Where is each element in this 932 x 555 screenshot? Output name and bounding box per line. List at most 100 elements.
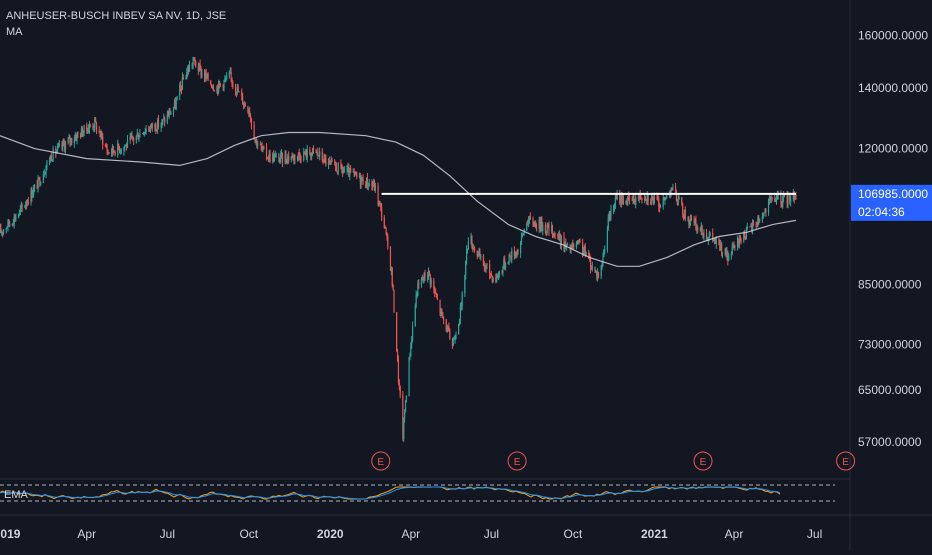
candle-body — [303, 152, 306, 155]
candle-body — [641, 198, 643, 200]
candle-body — [510, 256, 512, 260]
candle-body — [420, 278, 423, 285]
candle-body — [52, 148, 54, 161]
candle-body — [746, 226, 748, 229]
candle-body — [429, 275, 431, 284]
candle-body — [734, 246, 736, 248]
candle-body — [417, 282, 419, 295]
candle-body — [316, 151, 318, 153]
candle-body — [197, 66, 199, 71]
candle-body — [231, 77, 233, 84]
candle-body — [366, 177, 369, 187]
time-tick-label: Jul — [807, 527, 822, 541]
candle-body — [120, 150, 122, 152]
candle-body — [763, 212, 765, 214]
candle-body — [174, 101, 176, 109]
candle-body — [501, 271, 503, 273]
symbol-title[interactable]: ANHEUSER-BUSCH INBEV SA NV, 1D, JSE — [6, 10, 227, 22]
candle-body — [489, 274, 492, 276]
candle-body — [757, 217, 759, 225]
candle-body — [318, 154, 320, 157]
candle-body — [142, 133, 145, 135]
candle-body — [423, 272, 425, 280]
candle-body — [57, 145, 60, 147]
earnings-marker[interactable]: E — [507, 451, 527, 471]
candle-body — [585, 252, 587, 256]
candle-body — [38, 177, 40, 179]
candle-body — [163, 117, 165, 120]
candle-body — [451, 339, 454, 346]
candle-body — [472, 247, 474, 249]
candle-body — [250, 118, 253, 125]
candle-body — [360, 178, 362, 185]
candle-body — [453, 339, 455, 341]
candle-body — [749, 226, 751, 228]
candle-body — [192, 60, 194, 65]
candle-body — [21, 205, 23, 208]
earnings-marker[interactable]: E — [693, 451, 713, 471]
candle-body — [80, 128, 83, 138]
candle-body — [199, 64, 201, 68]
ema-indicator-label[interactable]: EMA — [4, 489, 28, 501]
candle-body — [93, 127, 95, 129]
candle-body — [168, 110, 170, 117]
candle-body — [324, 156, 326, 159]
candle-body — [589, 259, 592, 270]
candle-body — [697, 227, 699, 229]
candle-body — [224, 79, 226, 81]
candle-body — [752, 223, 755, 225]
time-tick-label: Oct — [239, 527, 258, 541]
candle-body — [373, 181, 376, 190]
candle-body — [356, 174, 358, 177]
candle-body — [343, 170, 346, 172]
candle-body — [393, 290, 395, 313]
earnings-marker-label: E — [842, 457, 849, 468]
candle-body — [696, 227, 698, 231]
candle-body — [484, 266, 486, 268]
candle-body — [374, 186, 377, 190]
candle-body — [9, 224, 11, 226]
candle-body — [279, 159, 281, 162]
candle-body — [304, 150, 307, 155]
candle-body — [269, 153, 271, 162]
candle-body — [7, 219, 9, 228]
candle-body — [458, 324, 460, 335]
candle-body — [25, 204, 28, 206]
candle-body — [659, 206, 661, 208]
candle-body — [194, 58, 196, 62]
candle-body — [119, 150, 122, 153]
candle-body — [386, 232, 388, 237]
candle-body — [752, 223, 754, 231]
candle-body — [765, 209, 767, 212]
candle-body — [755, 223, 757, 225]
candle-body — [744, 238, 747, 240]
candle-body — [249, 111, 251, 117]
candle-body — [170, 112, 172, 115]
candle-body — [670, 189, 672, 194]
candle-body — [743, 233, 745, 241]
candle-body — [657, 197, 659, 199]
candle-body — [223, 80, 225, 88]
earnings-marker[interactable]: E — [371, 451, 391, 471]
candle-body — [179, 85, 181, 97]
candle-body — [63, 141, 65, 145]
candle-body — [12, 224, 14, 226]
candle-body — [299, 155, 301, 160]
candle-body — [76, 133, 78, 140]
ma-indicator-label[interactable]: MA — [6, 26, 23, 38]
candle-body — [458, 319, 461, 325]
earnings-marker[interactable]: E — [836, 451, 856, 471]
candle-body — [745, 228, 748, 239]
candle-body — [520, 242, 522, 254]
candle-body — [337, 163, 339, 173]
candle-body — [46, 161, 48, 167]
candle-body — [150, 123, 153, 127]
candle-body — [266, 157, 268, 159]
candle-body — [43, 174, 45, 176]
candle-body — [290, 157, 292, 160]
candle-body — [714, 238, 717, 244]
candle-body — [615, 198, 617, 200]
candle-body — [143, 131, 145, 135]
